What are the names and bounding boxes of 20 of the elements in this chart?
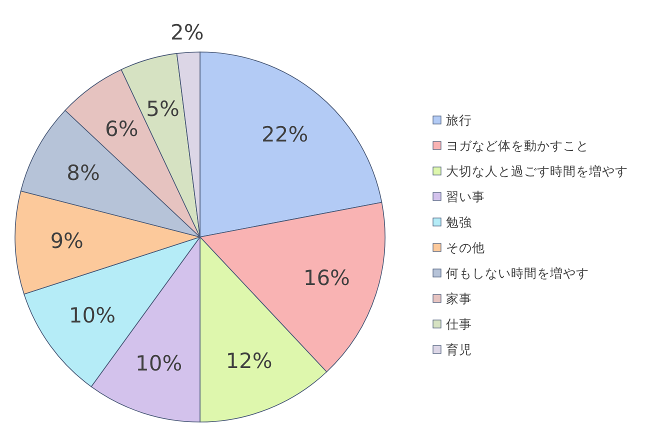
legend-label: 何もしない時間を増やす [446, 266, 589, 280]
data-label: 2% [170, 20, 204, 44]
legend-label: 勉強 [446, 214, 472, 230]
data-label: 16% [303, 266, 350, 290]
data-label: 10% [68, 303, 116, 328]
legend-label: 家事 [446, 291, 472, 306]
data-label: 9% [50, 229, 84, 254]
legend-label: 仕事 [445, 316, 472, 332]
legend-label: 大切な人と過ごす時間を増やす [446, 164, 628, 178]
data-label: 22% [262, 122, 308, 146]
legend-label: 旅行 [446, 112, 472, 128]
data-label: 5% [146, 97, 180, 122]
legend-label: 育児 [446, 342, 472, 357]
legend-label: その他 [446, 240, 485, 255]
legend-label: 習い事 [446, 189, 485, 204]
legend-label: ヨガなど体を動かすこと [446, 138, 589, 153]
data-label: 12% [226, 348, 272, 373]
data-label: 6% [105, 117, 138, 142]
data-label: 10% [135, 352, 182, 376]
data-label: 8% [66, 160, 100, 185]
